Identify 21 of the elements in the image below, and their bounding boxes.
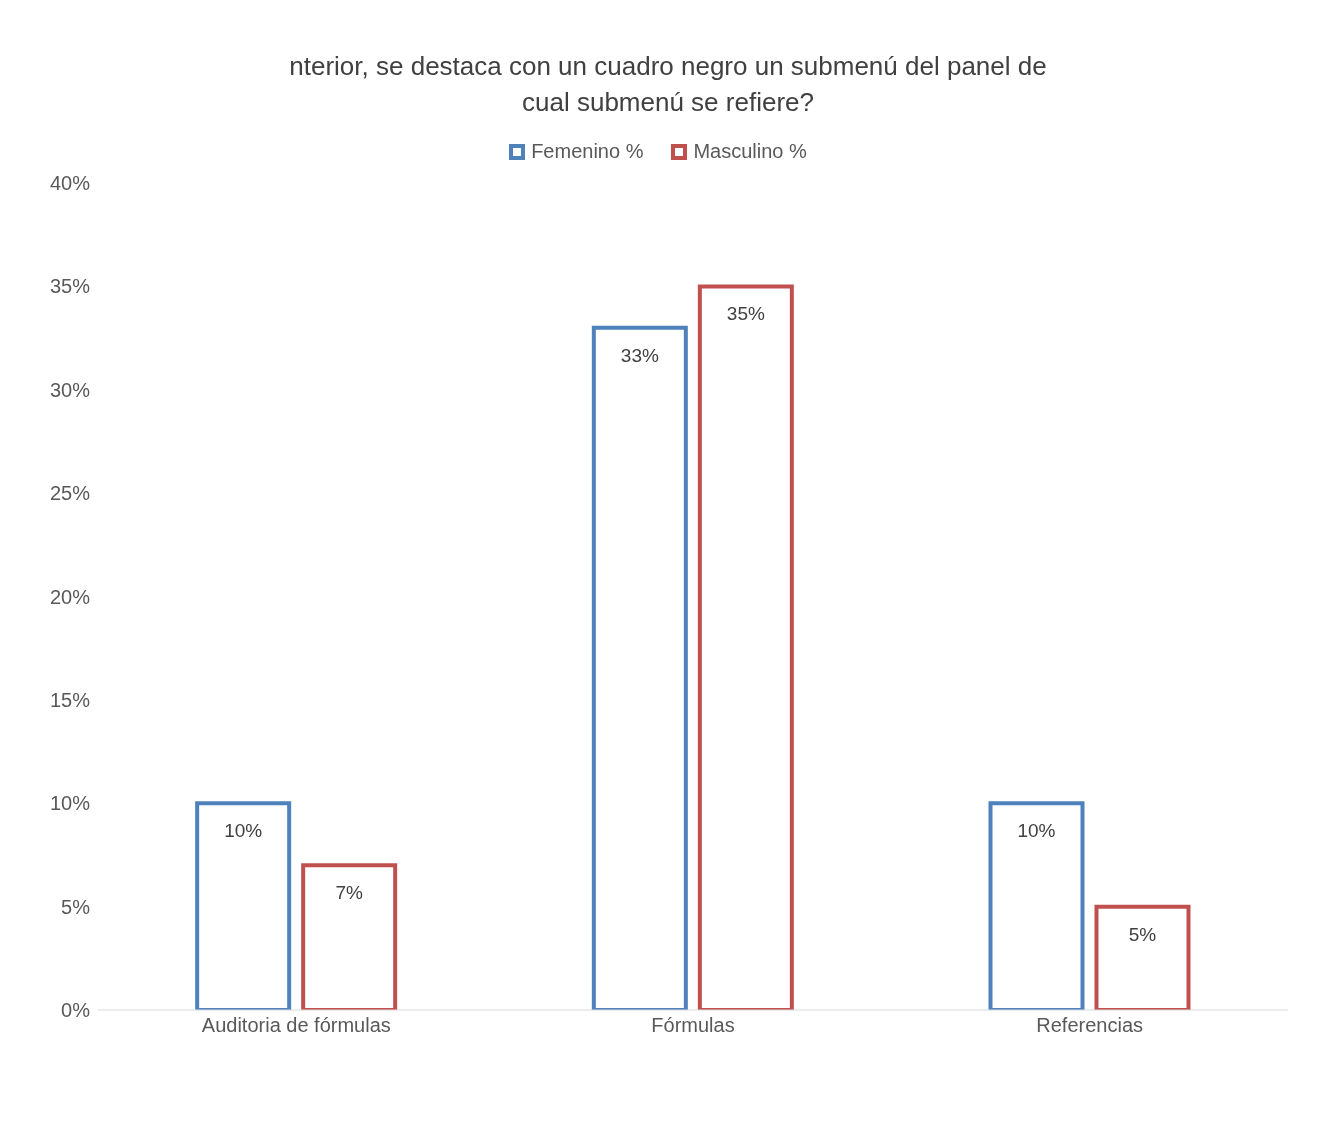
y-tick-label: 5% — [61, 895, 91, 918]
data-label: 7% — [335, 882, 363, 904]
y-tick-label: 35% — [49, 275, 91, 298]
y-tick-label: 20% — [49, 585, 91, 608]
y-tick-label: 0% — [61, 999, 91, 1022]
y-tick-label: 15% — [49, 688, 91, 711]
y-tick-label: 10% — [49, 792, 91, 815]
legend-label: Masculino % — [693, 140, 807, 163]
data-label: 10% — [1017, 820, 1056, 842]
data-label: 35% — [726, 303, 765, 325]
y-tick-label: 30% — [49, 378, 91, 401]
data-label: 10% — [224, 820, 263, 842]
data-label: 5% — [1128, 923, 1157, 945]
x-tick-label: Referencias — [1036, 1014, 1144, 1037]
data-label: 33% — [620, 344, 659, 366]
x-tick-label: Auditoria de fórmulas — [201, 1014, 391, 1037]
chart-title: nterior, se destaca con un cuadro negro un submenú del panel de cual submenú se refiere? — [288, 50, 1048, 119]
legend-label: Femenino % — [531, 140, 644, 163]
y-tick-label: 25% — [49, 482, 91, 505]
x-tick-label: Fórmulas — [651, 1014, 735, 1037]
y-tick-label: 40% — [49, 172, 91, 195]
